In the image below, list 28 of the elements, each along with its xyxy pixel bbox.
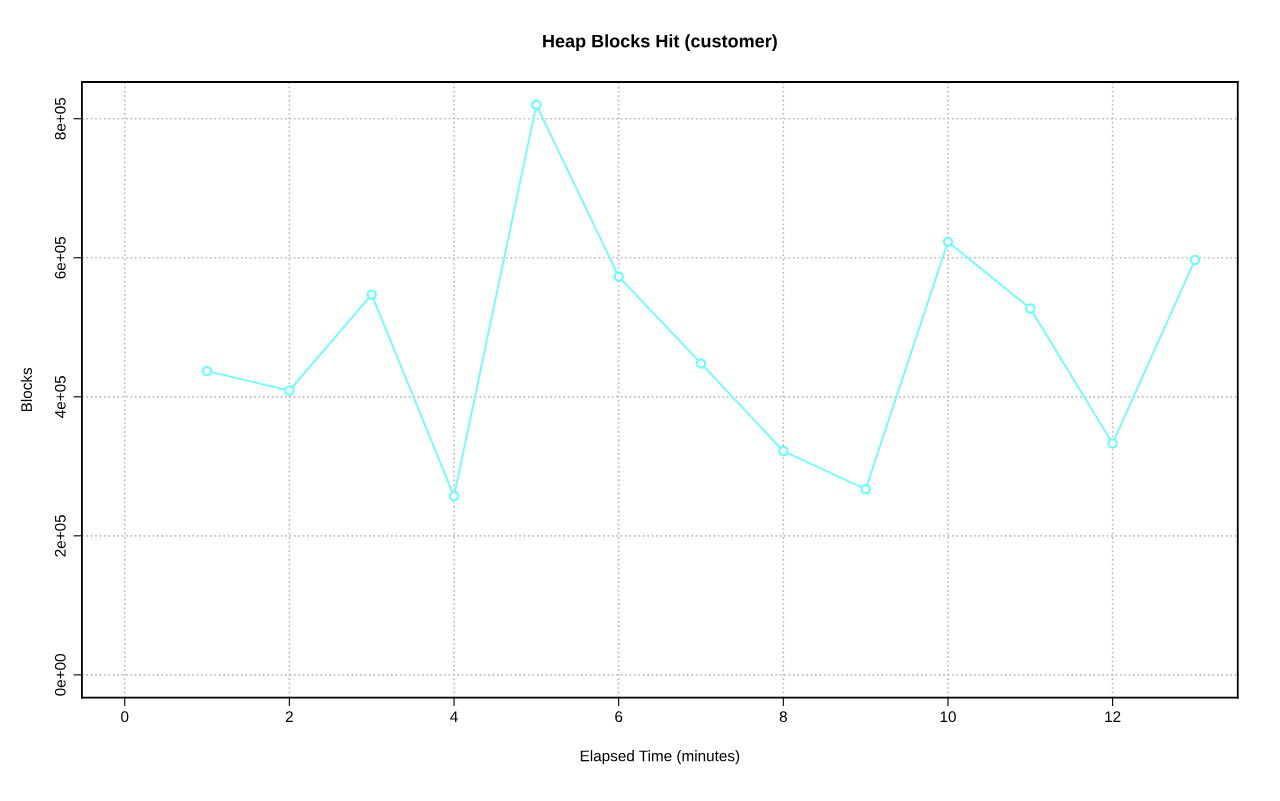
- x-tick-label: 10: [940, 711, 956, 723]
- point: [1107, 438, 1118, 449]
- x-tick-label: 8: [779, 711, 787, 723]
- y-tick-label: 0e+00: [54, 654, 66, 696]
- x-tick-label: 0: [121, 711, 129, 723]
- y-axis-title: Blocks: [20, 367, 33, 412]
- point: [613, 271, 624, 282]
- point: [860, 484, 871, 495]
- x-tick-label: 12: [1105, 711, 1121, 722]
- point: [366, 289, 377, 300]
- y-tick-label: 2e+05: [54, 515, 66, 557]
- chart-title: Heap Blocks Hit (customer): [543, 34, 777, 52]
- point: [448, 491, 460, 502]
- point: [695, 358, 707, 369]
- point: [778, 445, 789, 457]
- x-tick-label: 4: [450, 711, 458, 722]
- y-tick-label: 6e+05: [54, 236, 66, 279]
- point: [201, 365, 213, 377]
- x-tick-label: 2: [285, 711, 293, 722]
- y-tick-label: 8e+05: [54, 97, 66, 140]
- point: [531, 99, 542, 111]
- point: [942, 236, 954, 247]
- x-tick-label: 6: [615, 711, 623, 723]
- point: [1025, 303, 1036, 314]
- point: [284, 385, 295, 396]
- x-axis-title: Elapsed Time (minutes): [580, 750, 740, 765]
- point: [1189, 254, 1201, 266]
- y-tick-label: 4e+05: [54, 375, 66, 418]
